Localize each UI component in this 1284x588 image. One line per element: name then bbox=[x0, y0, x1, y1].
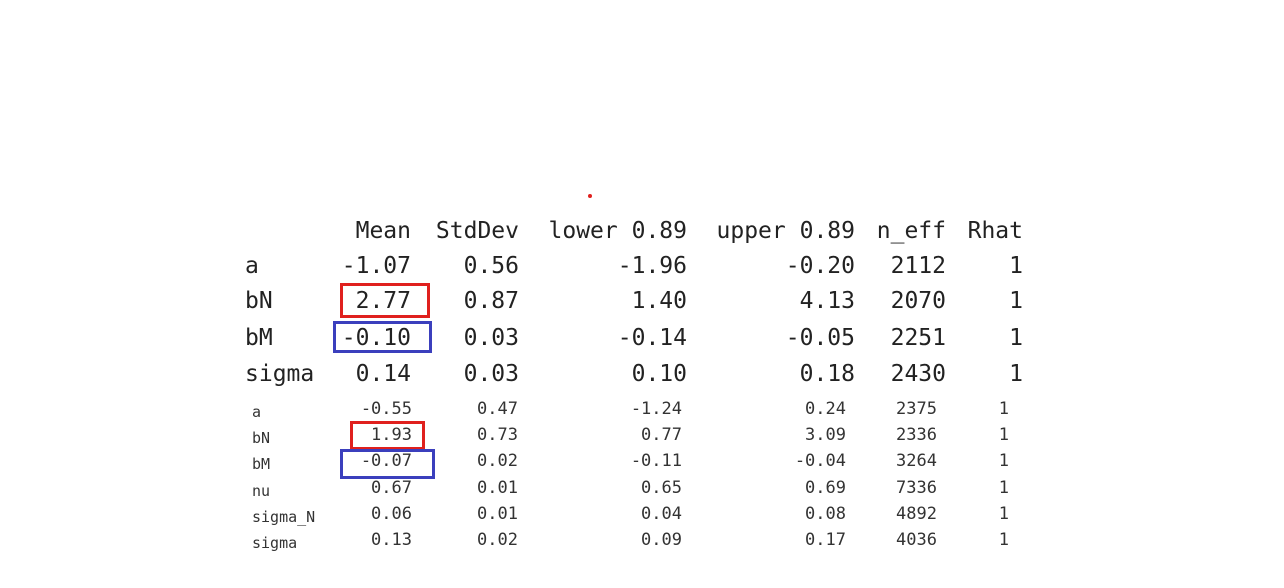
cell-n-eff: 2070 bbox=[890, 288, 946, 314]
highlight-box-blue bbox=[340, 449, 435, 479]
cell-stddev: 0.02 bbox=[477, 530, 518, 550]
row-name: a bbox=[252, 403, 262, 421]
cell-stddev: 0.03 bbox=[463, 325, 519, 351]
cell-upper: -0.04 bbox=[794, 451, 846, 471]
cell-lower: 0.10 bbox=[631, 361, 687, 387]
cell-lower: 0.77 bbox=[641, 425, 682, 445]
cell-mean: 1.93 bbox=[371, 425, 412, 445]
header-stddev: StdDev bbox=[435, 218, 519, 244]
row-name: sigma bbox=[245, 361, 315, 387]
cell-lower: -1.24 bbox=[630, 399, 682, 419]
cell-mean: -0.10 bbox=[341, 325, 411, 351]
highlight-box-blue bbox=[333, 321, 432, 353]
cell-rhat: 1 bbox=[998, 451, 1009, 471]
header-lower: lower 0.89 bbox=[548, 218, 687, 244]
header-rhat: Rhat bbox=[967, 218, 1023, 244]
cell-upper: -0.05 bbox=[785, 325, 855, 351]
cell-mean: -0.55 bbox=[360, 399, 412, 419]
cell-upper: 0.08 bbox=[805, 504, 846, 524]
cell-n-eff: 2112 bbox=[890, 253, 946, 279]
highlight-box-red bbox=[350, 421, 425, 450]
cell-rhat: 1 bbox=[1009, 253, 1023, 279]
row-name: sigma_N bbox=[252, 508, 316, 526]
cell-rhat: 1 bbox=[998, 478, 1009, 498]
cell-rhat: 1 bbox=[998, 504, 1009, 524]
red-dot-marker bbox=[588, 194, 592, 198]
cell-stddev: 0.87 bbox=[463, 288, 519, 314]
cell-rhat: 1 bbox=[998, 399, 1009, 419]
cell-stddev: 0.01 bbox=[477, 504, 518, 524]
row-name: bM bbox=[245, 325, 273, 351]
cell-mean: -1.07 bbox=[341, 253, 411, 279]
cell-lower: -0.11 bbox=[630, 451, 682, 471]
cell-n-eff: 4036 bbox=[896, 530, 937, 550]
cell-n-eff: 2336 bbox=[896, 425, 937, 445]
cell-n-eff: 2375 bbox=[896, 399, 937, 419]
cell-mean: 0.67 bbox=[371, 478, 412, 498]
row-name: bM bbox=[252, 455, 271, 473]
row-name: sigma bbox=[252, 534, 298, 552]
cell-mean: 0.13 bbox=[371, 530, 412, 550]
cell-stddev: 0.56 bbox=[463, 253, 519, 279]
cell-stddev: 0.73 bbox=[477, 425, 518, 445]
cell-mean: -0.07 bbox=[360, 451, 412, 471]
cell-upper: 3.09 bbox=[805, 425, 846, 445]
cell-n-eff: 2251 bbox=[890, 325, 946, 351]
cell-rhat: 1 bbox=[1009, 325, 1023, 351]
cell-upper: 0.17 bbox=[805, 530, 846, 550]
header-n-eff: n_eff bbox=[876, 218, 946, 244]
cell-stddev: 0.03 bbox=[463, 361, 519, 387]
cell-mean: 2.77 bbox=[355, 288, 411, 314]
cell-rhat: 1 bbox=[1009, 361, 1023, 387]
row-name: bN bbox=[245, 288, 273, 314]
cell-lower: 0.65 bbox=[641, 478, 682, 498]
cell-lower: 0.04 bbox=[641, 504, 682, 524]
cell-n-eff: 7336 bbox=[896, 478, 937, 498]
header-upper: upper 0.89 bbox=[716, 218, 855, 244]
cell-stddev: 0.01 bbox=[477, 478, 518, 498]
cell-lower: -1.96 bbox=[617, 253, 687, 279]
cell-stddev: 0.47 bbox=[477, 399, 518, 419]
cell-mean: 0.14 bbox=[355, 361, 411, 387]
row-name: nu bbox=[252, 482, 271, 500]
highlight-box-red bbox=[340, 283, 430, 318]
cell-stddev: 0.02 bbox=[477, 451, 518, 471]
row-name: bN bbox=[252, 429, 271, 447]
cell-n-eff: 3264 bbox=[896, 451, 937, 471]
cell-upper: 0.24 bbox=[805, 399, 846, 419]
cell-lower: 1.40 bbox=[631, 288, 687, 314]
cell-rhat: 1 bbox=[998, 530, 1009, 550]
row-name: a bbox=[245, 253, 259, 279]
cell-n-eff: 2430 bbox=[890, 361, 946, 387]
cell-upper: 4.13 bbox=[799, 288, 855, 314]
cell-n-eff: 4892 bbox=[896, 504, 937, 524]
cell-upper: 0.18 bbox=[799, 361, 855, 387]
header-mean: Mean bbox=[355, 218, 411, 244]
cell-lower: 0.09 bbox=[641, 530, 682, 550]
cell-rhat: 1 bbox=[998, 425, 1009, 445]
cell-rhat: 1 bbox=[1009, 288, 1023, 314]
cell-upper: -0.20 bbox=[785, 253, 855, 279]
cell-mean: 0.06 bbox=[371, 504, 412, 524]
cell-lower: -0.14 bbox=[617, 325, 687, 351]
cell-upper: 0.69 bbox=[805, 478, 846, 498]
